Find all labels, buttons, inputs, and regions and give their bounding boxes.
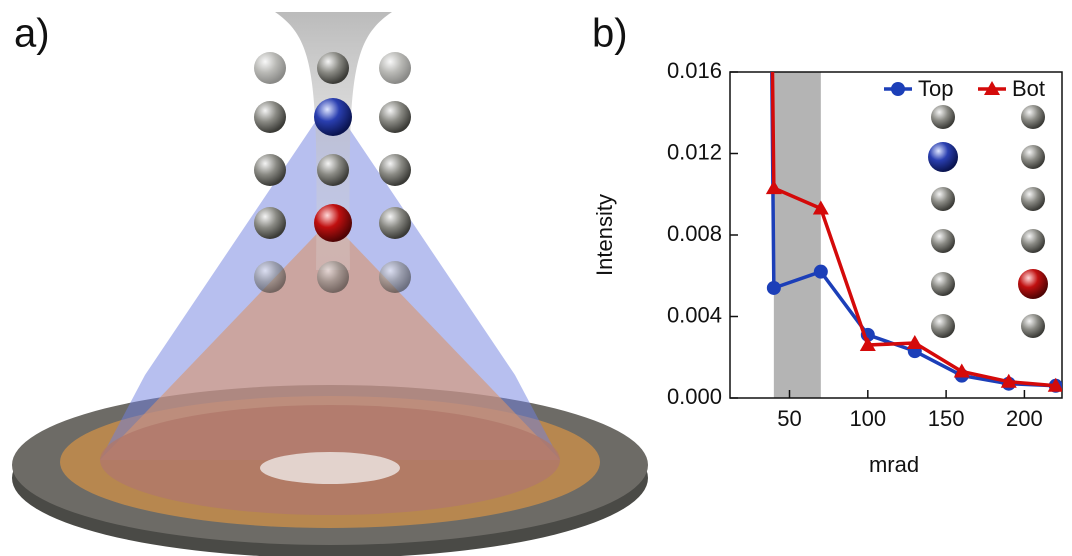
y-axis-label: Intensity <box>592 194 617 276</box>
y-tick-label: 0.004 <box>667 302 722 327</box>
x-tick-label: 150 <box>928 406 965 431</box>
atom-columns <box>928 105 1048 338</box>
marker <box>814 265 828 279</box>
marker <box>954 364 970 378</box>
x-tick-label: 50 <box>777 406 801 431</box>
center-spot <box>260 452 400 484</box>
y-tick-label: 0.008 <box>667 221 722 246</box>
x-tick-label: 200 <box>1006 406 1043 431</box>
marker <box>891 82 905 96</box>
illustration <box>12 12 648 556</box>
legend-label: Top <box>918 76 953 101</box>
plot: 0.000 0.004 0.008 0.012 0.016 50 100 150 200 mrad… <box>592 0 1064 477</box>
x-axis-label: mrad <box>869 452 919 477</box>
y-tick-label: 0.016 <box>667 58 722 83</box>
y-tick-label: 0.000 <box>667 384 722 409</box>
marker <box>767 281 781 295</box>
x-tick-label: 100 <box>849 406 886 431</box>
panel-label: b) <box>592 12 628 56</box>
figure: a) b) 0.000 0.004 0.008 0.012 0.016 50 100 150 2… <box>0 0 1072 556</box>
panel-label: a) <box>14 12 50 56</box>
highlight-band <box>774 72 821 398</box>
legend-label: Bot <box>1012 76 1045 101</box>
y-tick-label: 0.012 <box>667 139 722 164</box>
